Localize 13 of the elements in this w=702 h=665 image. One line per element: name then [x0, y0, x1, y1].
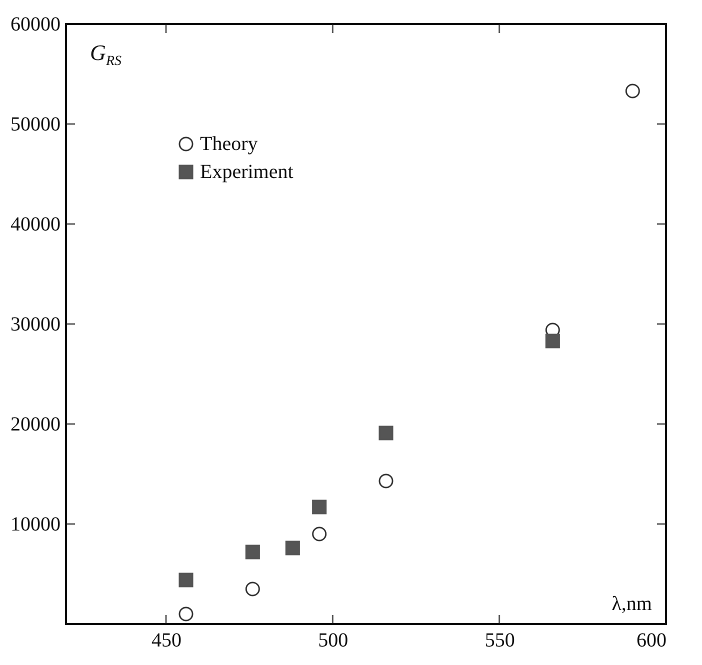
- legend-label: Theory: [200, 133, 258, 155]
- y-tick-label: 40000: [10, 214, 60, 236]
- x-tick-label: 600: [636, 630, 666, 652]
- y-tick-label: 50000: [10, 114, 60, 136]
- x-tick-label: 500: [318, 630, 348, 652]
- y-tick-label: 60000: [10, 14, 60, 36]
- x-tick-label: 450: [152, 630, 182, 652]
- y-tick-label: 20000: [10, 414, 60, 436]
- x-tick-label: 550: [484, 630, 515, 652]
- y-tick-label: 30000: [10, 314, 60, 336]
- x-axis-title: λ,nm: [612, 593, 652, 615]
- legend-label: Experiment: [200, 161, 294, 183]
- y-tick-label: 10000: [10, 514, 60, 536]
